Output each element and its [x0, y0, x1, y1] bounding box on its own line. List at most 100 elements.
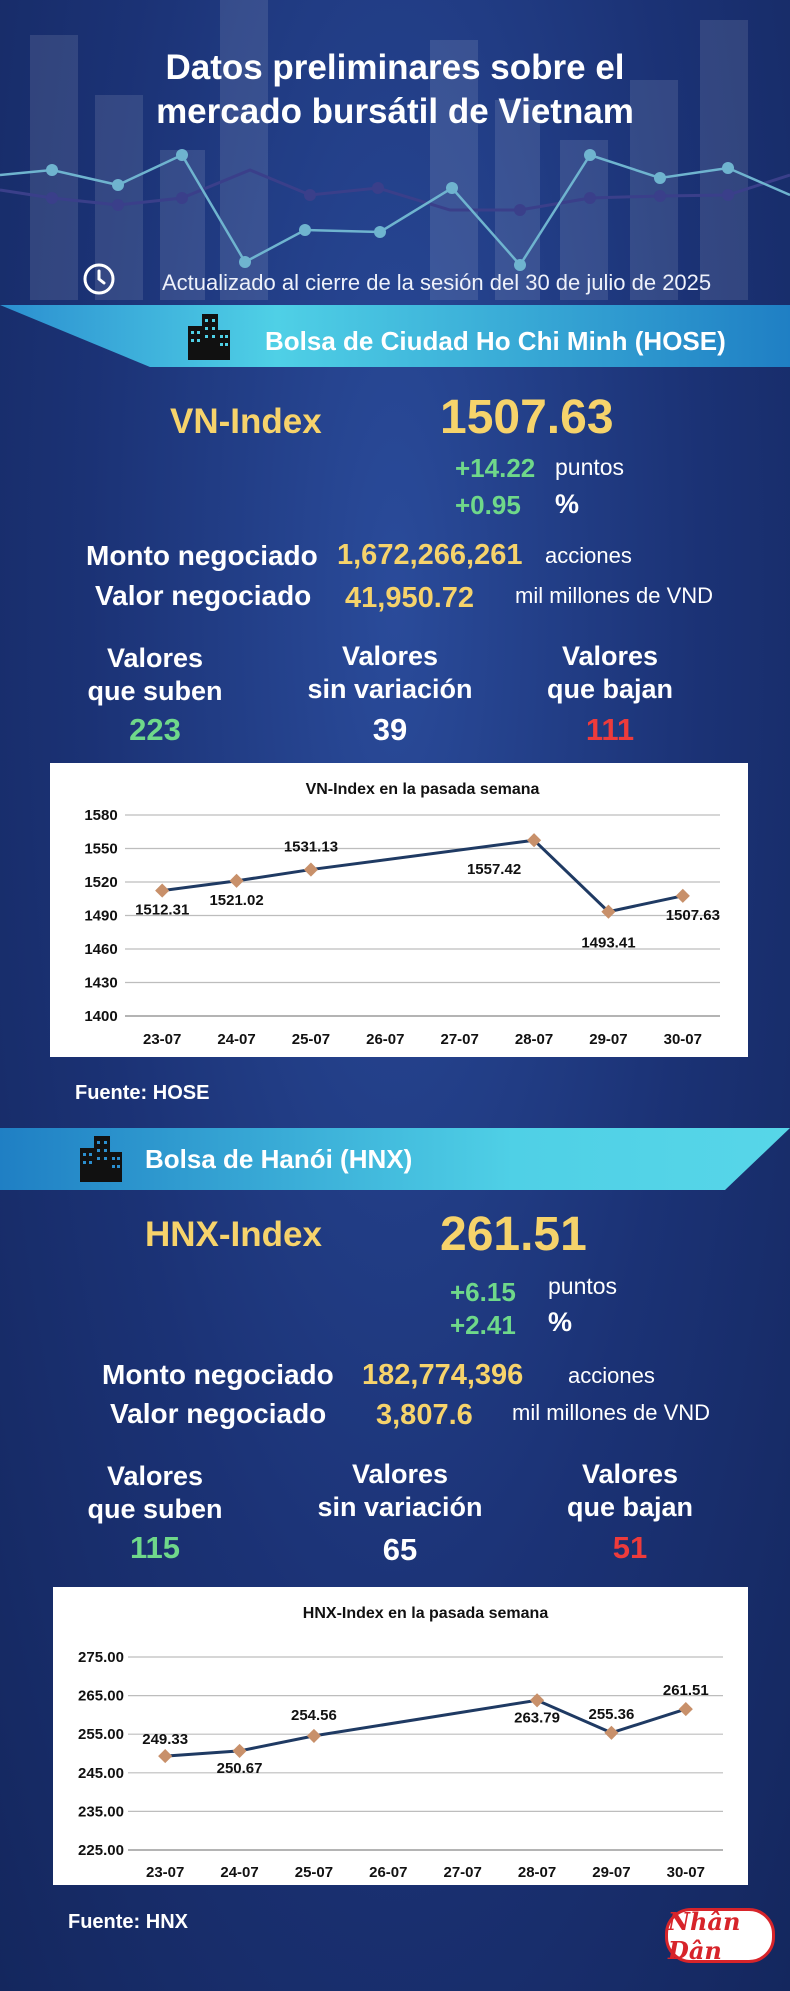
y-tick-label: 1460 [84, 941, 117, 958]
chart-title: HNX-Index en la pasada semana [303, 1605, 549, 1622]
hnx-value-unit: mil millones de VND [512, 1400, 711, 1425]
hnx-flat-count: 65 [382, 1532, 418, 1567]
data-point [675, 888, 690, 903]
page-title: Datos preliminares sobre el mercado burs… [0, 46, 790, 134]
hnx-value-value: 3,807.6 [376, 1399, 473, 1431]
y-tick-label: 265.00 [78, 1688, 124, 1705]
header-decoration [0, 0, 790, 300]
hose-value-label: Valor negociado [95, 580, 312, 611]
hose-index-name: VN-Index [170, 402, 322, 441]
data-point [678, 1702, 693, 1717]
building-icon [80, 1136, 122, 1182]
hnx-volume-value: 182,774,396 [362, 1359, 524, 1391]
x-tick-label: 29-07 [589, 1031, 627, 1048]
x-tick-label: 30-07 [664, 1031, 702, 1048]
hose-change-points: +14.22 [455, 453, 536, 483]
hnx-volume-label: Monto negociado [102, 1359, 334, 1390]
data-point [155, 883, 170, 898]
hose-down-label-line2: que bajan [546, 674, 674, 704]
hose-value-unit: mil millones de VND [515, 583, 714, 608]
x-tick-label: 30-07 [667, 1864, 705, 1881]
x-tick-label: 24-07 [220, 1864, 258, 1881]
data-label: 254.56 [291, 1707, 337, 1724]
clock-icon [83, 263, 115, 295]
title-line-2: mercado bursátil de Vietnam [156, 92, 634, 131]
x-tick-label: 29-07 [592, 1864, 630, 1881]
y-tick-label: 225.00 [78, 1842, 124, 1859]
x-tick-label: 26-07 [366, 1031, 404, 1048]
logo-text: Nhân Dân [668, 1906, 741, 1965]
x-tick-label: 24-07 [217, 1031, 255, 1048]
title-line-1: Datos preliminares sobre el [165, 48, 625, 87]
hnx-down-label: Valores que bajan [535, 1458, 725, 1524]
hnx-points-unit: puntos [548, 1273, 618, 1299]
series-line [165, 1698, 687, 1758]
hose-change-pct: +0.95 [455, 490, 521, 520]
data-label: 1507.63 [666, 907, 720, 924]
hose-flat-label-line2: sin variación [307, 674, 473, 704]
hose-down-count: 111 [585, 712, 635, 747]
data-label: 263.79 [514, 1709, 560, 1726]
data-label: 1557.42 [467, 861, 521, 878]
hnx-index-value: 261.51 [440, 1208, 587, 1261]
hose-volume-unit: acciones [545, 543, 632, 568]
data-label: 255.36 [588, 1706, 634, 1723]
data-label: 261.51 [663, 1682, 709, 1699]
x-tick-label: 25-07 [295, 1864, 333, 1881]
hnx-flat-label-line2: sin variación [317, 1492, 483, 1522]
hose-chart-svg: VN-Index en la pasada semana 1580 1550 1520… [84, 781, 720, 1048]
hose-up-label-line1: Valores [106, 643, 204, 673]
x-tick-label: 23-07 [143, 1031, 181, 1048]
x-tick-label: 26-07 [369, 1864, 407, 1881]
hnx-up-label-line2: que suben [87, 1494, 223, 1524]
hnx-change-points: +6.15 [450, 1277, 516, 1307]
data-point [303, 862, 319, 877]
data-point [601, 904, 616, 919]
hnx-banner-title: Bolsa de Hanói (HNX) [145, 1144, 413, 1174]
y-tick-label: 235.00 [78, 1803, 124, 1820]
nhan-dan-logo: Nhân Dân [665, 1906, 775, 1965]
hose-down-label: Valores que bajan [515, 640, 705, 706]
series-line [161, 838, 684, 914]
hose-up-label-line2: que suben [87, 676, 223, 706]
data-label: 1512.31 [135, 902, 189, 919]
y-tick-label: 255.00 [78, 1726, 124, 1743]
hnx-flat-label: Valores sin variación [300, 1458, 500, 1524]
data-label: 1493.41 [581, 935, 635, 952]
hose-volume-value: 1,672,266,261 [337, 539, 523, 571]
hose-pct-unit: % [555, 489, 580, 519]
hnx-pct-unit: % [548, 1307, 573, 1337]
hnx-down-label-line2: que bajan [566, 1492, 694, 1522]
hose-down-label-line1: Valores [561, 641, 659, 671]
hose-points-unit: puntos [555, 454, 625, 480]
data-point [306, 1728, 322, 1743]
data-label: 1521.02 [209, 892, 263, 909]
hose-index-value: 1507.63 [440, 391, 614, 444]
y-tick-label: 1400 [84, 1008, 117, 1025]
x-tick-label: 28-07 [515, 1031, 553, 1048]
data-label: 249.33 [142, 1731, 188, 1748]
hnx-volume-unit: acciones [568, 1363, 655, 1388]
hose-flat-label: Valores sin variación [285, 640, 495, 706]
hose-up-label: Valores que suben [60, 642, 250, 708]
data-point [229, 873, 244, 888]
x-tick-label: 27-07 [441, 1031, 479, 1048]
y-tick-label: 245.00 [78, 1765, 124, 1782]
y-tick-label: 1490 [84, 908, 117, 925]
hose-up-count: 223 [129, 712, 181, 747]
data-label: 250.67 [217, 1760, 263, 1777]
x-tick-label: 28-07 [518, 1864, 556, 1881]
hnx-change-pct: +2.41 [450, 1310, 516, 1340]
hnx-up-count: 115 [129, 1530, 180, 1565]
hnx-chart: HNX-Index en la pasada semana 275.00 265.0… [53, 1587, 748, 1885]
hnx-flat-label-line1: Valores [351, 1459, 449, 1489]
hnx-down-label-line1: Valores [581, 1459, 679, 1489]
x-tick-label: 27-07 [444, 1864, 482, 1881]
hnx-value-label: Valor negociado [110, 1398, 327, 1429]
hnx-source: Fuente: HNX [68, 1911, 188, 1933]
hnx-up-label: Valores que suben [60, 1460, 250, 1526]
y-tick-label: 1550 [84, 841, 117, 858]
x-tick-label: 25-07 [292, 1031, 330, 1048]
hose-source: Fuente: HOSE [75, 1082, 210, 1104]
hnx-up-label-line1: Valores [106, 1461, 204, 1491]
